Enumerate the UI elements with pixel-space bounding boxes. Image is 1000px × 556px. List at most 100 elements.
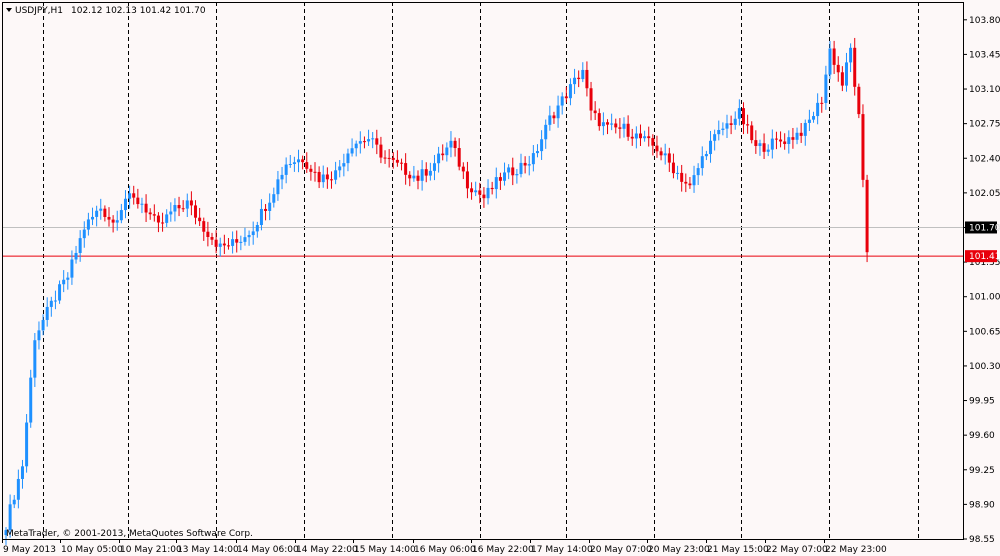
bid-tag-label: 101.70 xyxy=(969,223,1000,233)
candle-body xyxy=(655,145,659,152)
candle-body xyxy=(375,138,379,145)
bull-candle xyxy=(692,165,696,193)
bull-candle xyxy=(255,221,259,238)
bull-candle xyxy=(354,140,358,157)
bear-candle xyxy=(490,181,494,195)
bear-candle xyxy=(408,171,412,187)
candle-body xyxy=(531,153,535,165)
ask-price-tag: 101.41 xyxy=(965,250,1000,263)
bear-candle xyxy=(441,144,445,161)
bear-candle xyxy=(820,96,824,113)
candle-body xyxy=(812,116,816,120)
bull-candle xyxy=(8,494,12,538)
candle-body xyxy=(317,171,321,183)
bear-candle xyxy=(511,157,515,186)
candle-body xyxy=(247,235,251,238)
bull-candle xyxy=(12,495,16,509)
candle-body xyxy=(412,175,416,179)
candle-body xyxy=(663,153,667,156)
candle-body xyxy=(379,144,383,158)
bear-candle xyxy=(589,81,593,121)
bear-candle xyxy=(375,129,379,155)
candle-body xyxy=(437,153,441,164)
candle-body xyxy=(865,179,869,253)
bid-price-tag: 101.70 xyxy=(965,221,1000,234)
bull-candle xyxy=(29,369,33,428)
candle-body xyxy=(795,132,799,140)
candle-body xyxy=(395,159,399,163)
candle-body xyxy=(235,239,239,243)
bear-candle xyxy=(762,133,766,159)
candle-body xyxy=(62,279,66,285)
candle-body xyxy=(490,187,494,190)
bear-candle xyxy=(498,172,502,190)
candle-body xyxy=(527,164,531,166)
candle-body xyxy=(346,153,350,164)
candle-body xyxy=(770,138,774,150)
candle-body xyxy=(391,157,395,160)
x-tick-label: 20 May 23:00 xyxy=(648,545,710,555)
candle-body xyxy=(309,168,313,172)
candle-body xyxy=(325,174,329,180)
candle-body xyxy=(548,115,552,125)
candle-body xyxy=(16,478,20,500)
bull-candle xyxy=(218,237,222,257)
candle-body xyxy=(239,241,243,243)
bull-candle xyxy=(737,99,741,126)
bull-candle xyxy=(420,160,424,191)
bear-candle xyxy=(774,131,778,150)
candle-body xyxy=(684,181,688,184)
candle-body xyxy=(177,205,181,209)
candle-body xyxy=(787,137,791,145)
bull-candle xyxy=(828,41,832,80)
candle-body xyxy=(185,200,189,209)
candle-body xyxy=(791,137,795,140)
bear-candle xyxy=(107,207,111,227)
bear-candle xyxy=(181,200,185,212)
candle-body xyxy=(173,205,177,212)
candle-body xyxy=(511,167,515,176)
candle-body xyxy=(181,208,185,210)
bull-candle xyxy=(758,139,762,156)
bull-candle xyxy=(700,146,704,176)
candle-body xyxy=(91,216,95,220)
candle-body xyxy=(400,162,404,164)
bull-candle xyxy=(643,130,647,142)
candle-body xyxy=(568,84,572,99)
candle-body xyxy=(165,214,169,223)
bull-candle xyxy=(535,144,539,158)
bear-candle xyxy=(482,187,486,208)
bull-candle xyxy=(527,155,531,176)
candle-body xyxy=(626,123,630,137)
bull-candle xyxy=(824,65,828,110)
bear-candle xyxy=(206,221,210,247)
candle-body xyxy=(614,123,618,128)
bear-candle xyxy=(857,83,861,119)
bull-candle xyxy=(82,221,86,248)
bull-candle xyxy=(601,112,605,136)
candle-body xyxy=(272,194,276,203)
bear-candle xyxy=(457,138,461,171)
bull-candle xyxy=(371,132,375,149)
candle-body xyxy=(313,171,317,173)
dropdown-triangle-icon[interactable] xyxy=(6,8,12,12)
bear-candle xyxy=(305,152,309,173)
bull-candle xyxy=(531,145,535,172)
bear-candle xyxy=(659,147,663,161)
bull-candle xyxy=(474,181,478,197)
bull-candle xyxy=(45,297,49,327)
candle-body xyxy=(667,153,671,163)
bull-candle xyxy=(581,62,585,83)
bull-candle xyxy=(622,117,626,138)
candle-body xyxy=(408,174,412,179)
bull-candle xyxy=(334,161,338,185)
ohlc-values: 102.12 102.13 101.42 101.70 xyxy=(71,6,206,16)
candle-body xyxy=(33,340,37,378)
candle-body xyxy=(840,72,844,86)
y-tick-label: 102.40 xyxy=(969,154,1000,164)
bear-candle xyxy=(626,115,630,141)
y-tick-label: 98.55 xyxy=(969,535,995,545)
bull-candle xyxy=(573,68,577,94)
bull-candle xyxy=(412,165,416,182)
